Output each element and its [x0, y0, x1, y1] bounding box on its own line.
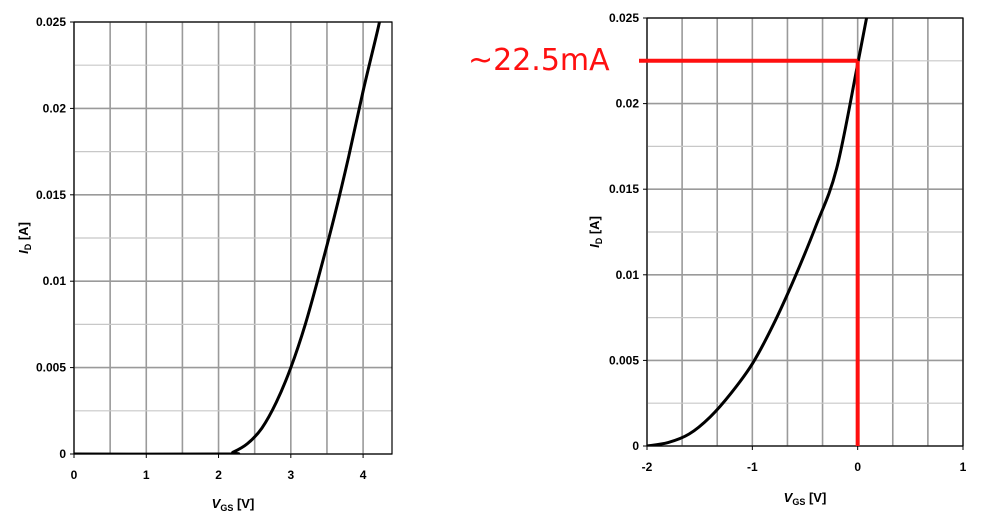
chart-left: 0 1 2 3 4 0 0.005 0.01 0.015 0.02 0.025 VGS [V] I… — [16, 15, 393, 513]
x-tick-label: 4 — [360, 468, 367, 482]
x-axis-label-left: VGS [V] — [212, 496, 255, 513]
x-ticks-left: 0 1 2 3 4 — [71, 454, 367, 482]
y-ticks-left: 0 0.005 0.01 0.015 0.02 0.025 — [36, 15, 74, 461]
x-tick-label: 1 — [143, 468, 150, 482]
x-tick-label: -1 — [747, 460, 758, 474]
y-axis-label-right: ID [A] — [587, 216, 604, 248]
y-tick-label: 0.02 — [43, 101, 67, 115]
y-tick-label: 0.015 — [36, 188, 66, 202]
y-tick-label: 0.025 — [36, 15, 66, 29]
grid-left — [73, 21, 392, 455]
y-tick-label: 0.01 — [43, 274, 67, 288]
x-tick-label: -2 — [642, 460, 653, 474]
y-tick-label: 0 — [632, 439, 639, 453]
curve-right — [647, 18, 869, 446]
x-ticks-right: -2 -1 0 1 — [642, 446, 967, 474]
y-tick-label: 0 — [59, 447, 66, 461]
y-tick-label: 0.015 — [609, 182, 639, 196]
x-axis-label-right: VGS [V] — [784, 490, 827, 507]
y-axis-label-left: ID [A] — [16, 222, 33, 254]
plot-frame-right — [646, 17, 964, 447]
x-tick-label: 1 — [960, 460, 967, 474]
y-tick-label: 0.025 — [609, 11, 639, 25]
y-tick-label: 0.005 — [609, 353, 639, 367]
annotation-label: ~22.5mA — [468, 43, 610, 78]
y-tick-label: 0.02 — [616, 97, 640, 111]
y-tick-label: 0.005 — [36, 361, 66, 375]
grid-right — [646, 17, 964, 447]
x-tick-label: 0 — [71, 468, 78, 482]
curve-left — [74, 22, 382, 454]
y-ticks-right: 0 0.005 0.01 0.015 0.02 0.025 — [609, 11, 647, 453]
y-tick-label: 0.01 — [616, 268, 640, 282]
x-tick-label: 0 — [854, 460, 861, 474]
x-tick-label: 3 — [287, 468, 294, 482]
x-tick-label: 2 — [215, 468, 222, 482]
